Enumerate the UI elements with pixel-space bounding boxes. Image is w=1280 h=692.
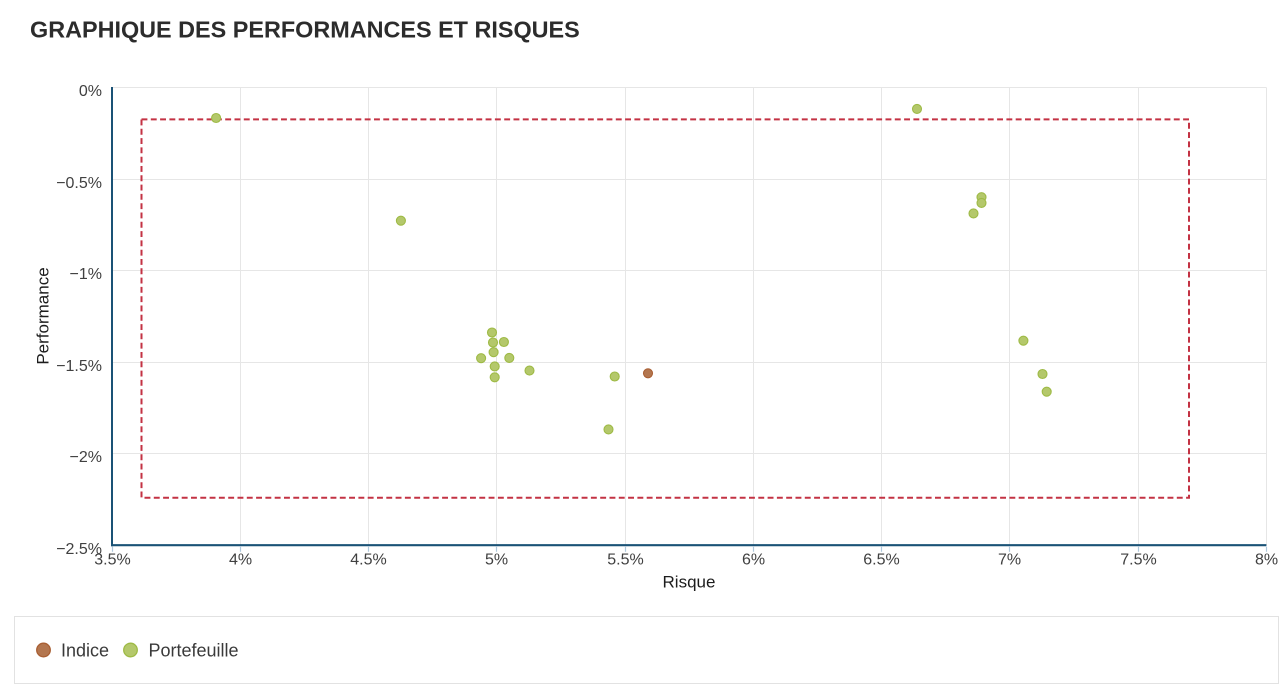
svg-text:4.5%: 4.5% <box>350 552 386 569</box>
svg-text:0%: 0% <box>79 83 102 100</box>
svg-text:7%: 7% <box>998 552 1021 569</box>
svg-text:3.5%: 3.5% <box>94 552 130 569</box>
svg-text:6%: 6% <box>742 552 765 569</box>
svg-text:Risque: Risque <box>663 573 716 592</box>
svg-text:−1%: −1% <box>70 266 102 283</box>
svg-text:−2.5%: −2.5% <box>56 541 102 558</box>
svg-text:6.5%: 6.5% <box>863 552 899 569</box>
svg-text:Indice: Indice <box>61 641 109 661</box>
svg-text:5.5%: 5.5% <box>607 552 643 569</box>
svg-text:−1.5%: −1.5% <box>56 358 102 375</box>
svg-text:Performance: Performance <box>34 267 53 364</box>
svg-text:5%: 5% <box>485 552 508 569</box>
svg-text:7.5%: 7.5% <box>1120 552 1156 569</box>
svg-text:GRAPHIQUE DES PERFORMANCES ET: GRAPHIQUE DES PERFORMANCES ET RISQUES <box>30 17 580 43</box>
svg-text:Portefeuille: Portefeuille <box>149 641 239 661</box>
svg-text:−2%: −2% <box>70 449 102 466</box>
svg-text:8%: 8% <box>1255 552 1278 569</box>
svg-text:−0.5%: −0.5% <box>56 175 102 192</box>
svg-text:4%: 4% <box>229 552 252 569</box>
